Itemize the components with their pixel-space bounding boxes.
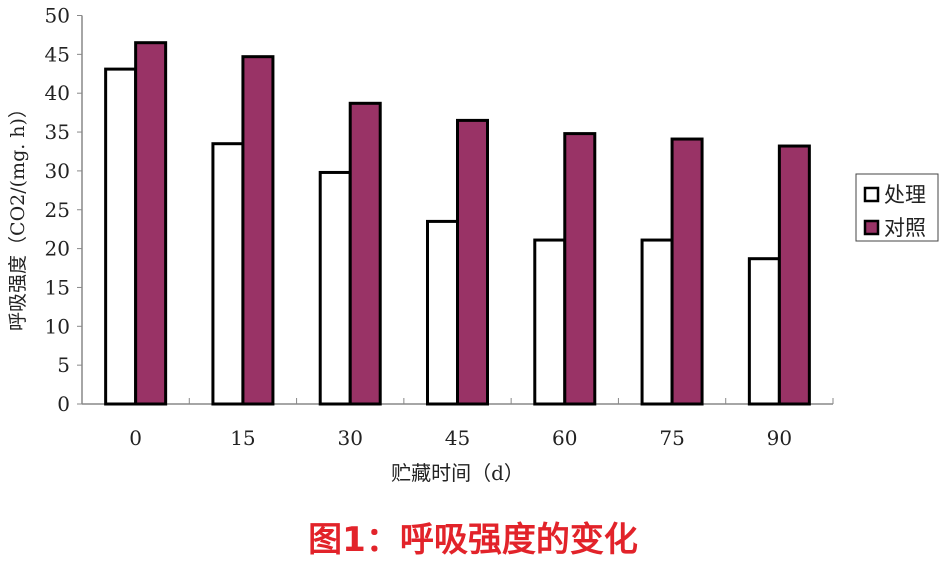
bar-treatment	[640, 238, 674, 406]
legend-label: 处理	[884, 183, 926, 207]
bar-treatment	[533, 238, 567, 406]
bar-control	[456, 118, 489, 406]
bar-control	[241, 55, 275, 406]
y-tick-label: 0	[57, 392, 70, 416]
bar-treatment	[104, 67, 138, 406]
bar-treatment	[318, 170, 352, 406]
x-tick-label: 75	[659, 426, 684, 450]
bar-treatment	[426, 219, 459, 406]
y-tick-label: 35	[45, 120, 70, 144]
x-tick-label: 0	[129, 426, 142, 450]
legend-swatch	[863, 186, 880, 203]
bar-treatment	[747, 257, 781, 406]
bar-control	[670, 137, 704, 406]
bar-control	[563, 132, 597, 406]
x-tick-label: 15	[230, 426, 255, 450]
x-axis-title: 贮藏时间（d）	[391, 461, 524, 485]
x-tick-label: 90	[767, 426, 792, 450]
bar-treatment	[211, 142, 245, 406]
y-tick-label: 50	[45, 4, 70, 28]
x-tick-label: 45	[445, 426, 470, 450]
x-tick-label: 60	[552, 426, 577, 450]
y-tick-label: 20	[45, 237, 70, 261]
x-tick-label: 30	[337, 426, 362, 450]
figure-caption: 图1：呼吸强度的变化	[308, 520, 638, 560]
bar-control	[134, 41, 168, 406]
legend-label: 对照	[884, 216, 926, 240]
y-axis-title: 呼吸强度（CO2/(mg. h)）	[7, 99, 29, 331]
y-tick-label: 5	[57, 353, 70, 377]
y-tick-label: 30	[45, 159, 70, 183]
bar-control	[348, 101, 382, 406]
legend-swatch	[863, 219, 880, 236]
y-tick-label: 45	[45, 42, 70, 66]
y-tick-label: 25	[45, 198, 70, 222]
y-tick-label: 10	[45, 314, 70, 338]
bar-chart: 0 5 10 15 20 25 30 35 40 45 50 0 15 30 45 60 75 90 贮藏时间（d）…	[7, 4, 939, 485]
y-tick-label: 40	[45, 81, 70, 105]
y-tick-label: 15	[45, 275, 70, 299]
bar-control	[777, 144, 811, 406]
